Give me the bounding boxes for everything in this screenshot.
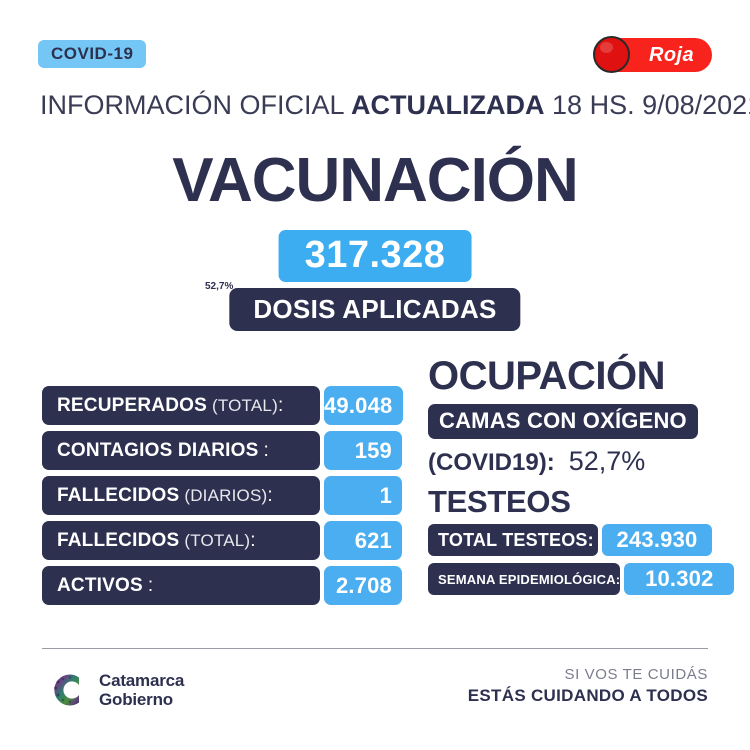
logo-line-2: Gobierno xyxy=(99,690,173,709)
info-suffix: 18 HS. 9/08/2021 xyxy=(552,90,750,120)
stat-label-main: CONTAGIOS DIARIOS xyxy=(57,439,259,461)
testing-title: TESTEOS xyxy=(428,484,571,519)
stat-value: 49.048 xyxy=(324,386,403,425)
covid19-key: (COVID19): xyxy=(428,449,555,476)
stat-label: FALLECIDOS (TOTAL) : xyxy=(42,521,320,560)
table-row: RECUPERADOS (TOTAL) : 49.048 xyxy=(42,386,403,425)
stat-label-main: ACTIVOS xyxy=(57,574,143,596)
phase-status-badge: Roja xyxy=(593,36,712,73)
vaccination-title: VACUNACIÓN xyxy=(172,146,579,215)
official-info-line: INFORMACIÓN OFICIAL ACTUALIZADA 18 HS. 9… xyxy=(40,90,750,120)
stat-label-main: FALLECIDOS xyxy=(57,484,180,506)
stat-label-colon: : xyxy=(277,394,284,416)
test-value: 10.302 xyxy=(624,563,735,595)
covid19-occupancy-line: (COVID19): 52,7% xyxy=(428,448,712,475)
stat-label-paren: (TOTAL) xyxy=(184,530,251,550)
stats-table: RECUPERADOS (TOTAL) : 49.048 CONTAGIOS D… xyxy=(42,386,403,611)
stat-label-colon: : xyxy=(263,439,269,461)
logo-wordmark: Catamarca Gobierno xyxy=(99,671,184,709)
catamarca-c-logo-icon xyxy=(54,674,79,706)
stat-label-colon: : xyxy=(267,484,273,506)
phase-badge-label: Roja xyxy=(649,43,694,66)
table-row: ACTIVOS : 2.708 xyxy=(42,566,402,605)
stat-label-paren: (DIARIOS) xyxy=(184,485,268,505)
info-prefix: INFORMACIÓN OFICIAL xyxy=(40,90,344,120)
stat-label: FALLECIDOS (DIARIOS) : xyxy=(42,476,320,515)
tagline-line-1: SI VOS TE CUIDÁS xyxy=(564,666,708,683)
stat-label: ACTIVOS : xyxy=(42,566,320,605)
header-row: COVID-19 Roja xyxy=(0,36,750,74)
tagline-line-2: ESTÁS CUIDANDO A TODOS xyxy=(467,685,708,705)
occupancy-title: OCUPACIÓN xyxy=(428,354,665,398)
right-column: OCUPACIÓN CAMAS CON OXÍGENO (COVID19): 52… xyxy=(428,354,735,595)
covid19-value: 52,7% xyxy=(568,446,646,476)
stat-value: 159 xyxy=(324,431,402,470)
oxygen-beds-label: CAMAS CON OXÍGENO xyxy=(428,404,698,439)
stat-label-paren: (TOTAL) xyxy=(212,395,278,415)
test-value: 243.930 xyxy=(602,524,712,556)
test-label: TOTAL TESTEOS: xyxy=(428,524,598,556)
test-label: SEMANA EPIDEMIOLÓGICA: xyxy=(428,563,621,595)
stat-label-colon: : xyxy=(147,574,154,596)
logo-line-1: Catamarca xyxy=(99,670,185,690)
stat-label-main: FALLECIDOS xyxy=(57,529,180,551)
stat-value: 1 xyxy=(324,476,402,515)
red-circle-icon xyxy=(593,36,630,73)
doses-applied-label: DOSIS APLICADAS xyxy=(229,288,521,331)
info-bold: ACTUALIZADA xyxy=(351,90,545,120)
stat-label-main: RECUPERADOS xyxy=(57,394,207,416)
catamarca-gobierno-logo: Catamarca Gobierno xyxy=(46,668,184,712)
table-row: CONTAGIOS DIARIOS : 159 xyxy=(42,431,402,470)
stat-value: 621 xyxy=(324,521,402,560)
table-row: FALLECIDOS (DIARIOS) : 1 xyxy=(42,476,402,515)
table-row: FALLECIDOS (TOTAL) : 621 xyxy=(42,521,402,560)
doses-small-percentage: 52,7% xyxy=(205,281,234,292)
stat-value: 2.708 xyxy=(324,566,402,605)
covid-19-badge: COVID-19 xyxy=(38,40,147,68)
stat-label-colon: : xyxy=(250,529,256,551)
footer-divider xyxy=(42,648,708,649)
stat-label: RECUPERADOS (TOTAL) : xyxy=(42,386,320,425)
footer-tagline: SI VOS TE CUIDÁS ESTÁS CUIDANDO A TODOS xyxy=(468,666,708,708)
table-row: TOTAL TESTEOS: 243.930 xyxy=(428,524,712,556)
table-row: SEMANA EPIDEMIOLÓGICA: 10.302 xyxy=(428,563,735,595)
doses-number: 317.328 xyxy=(278,230,472,282)
stat-label: CONTAGIOS DIARIOS : xyxy=(42,431,320,470)
